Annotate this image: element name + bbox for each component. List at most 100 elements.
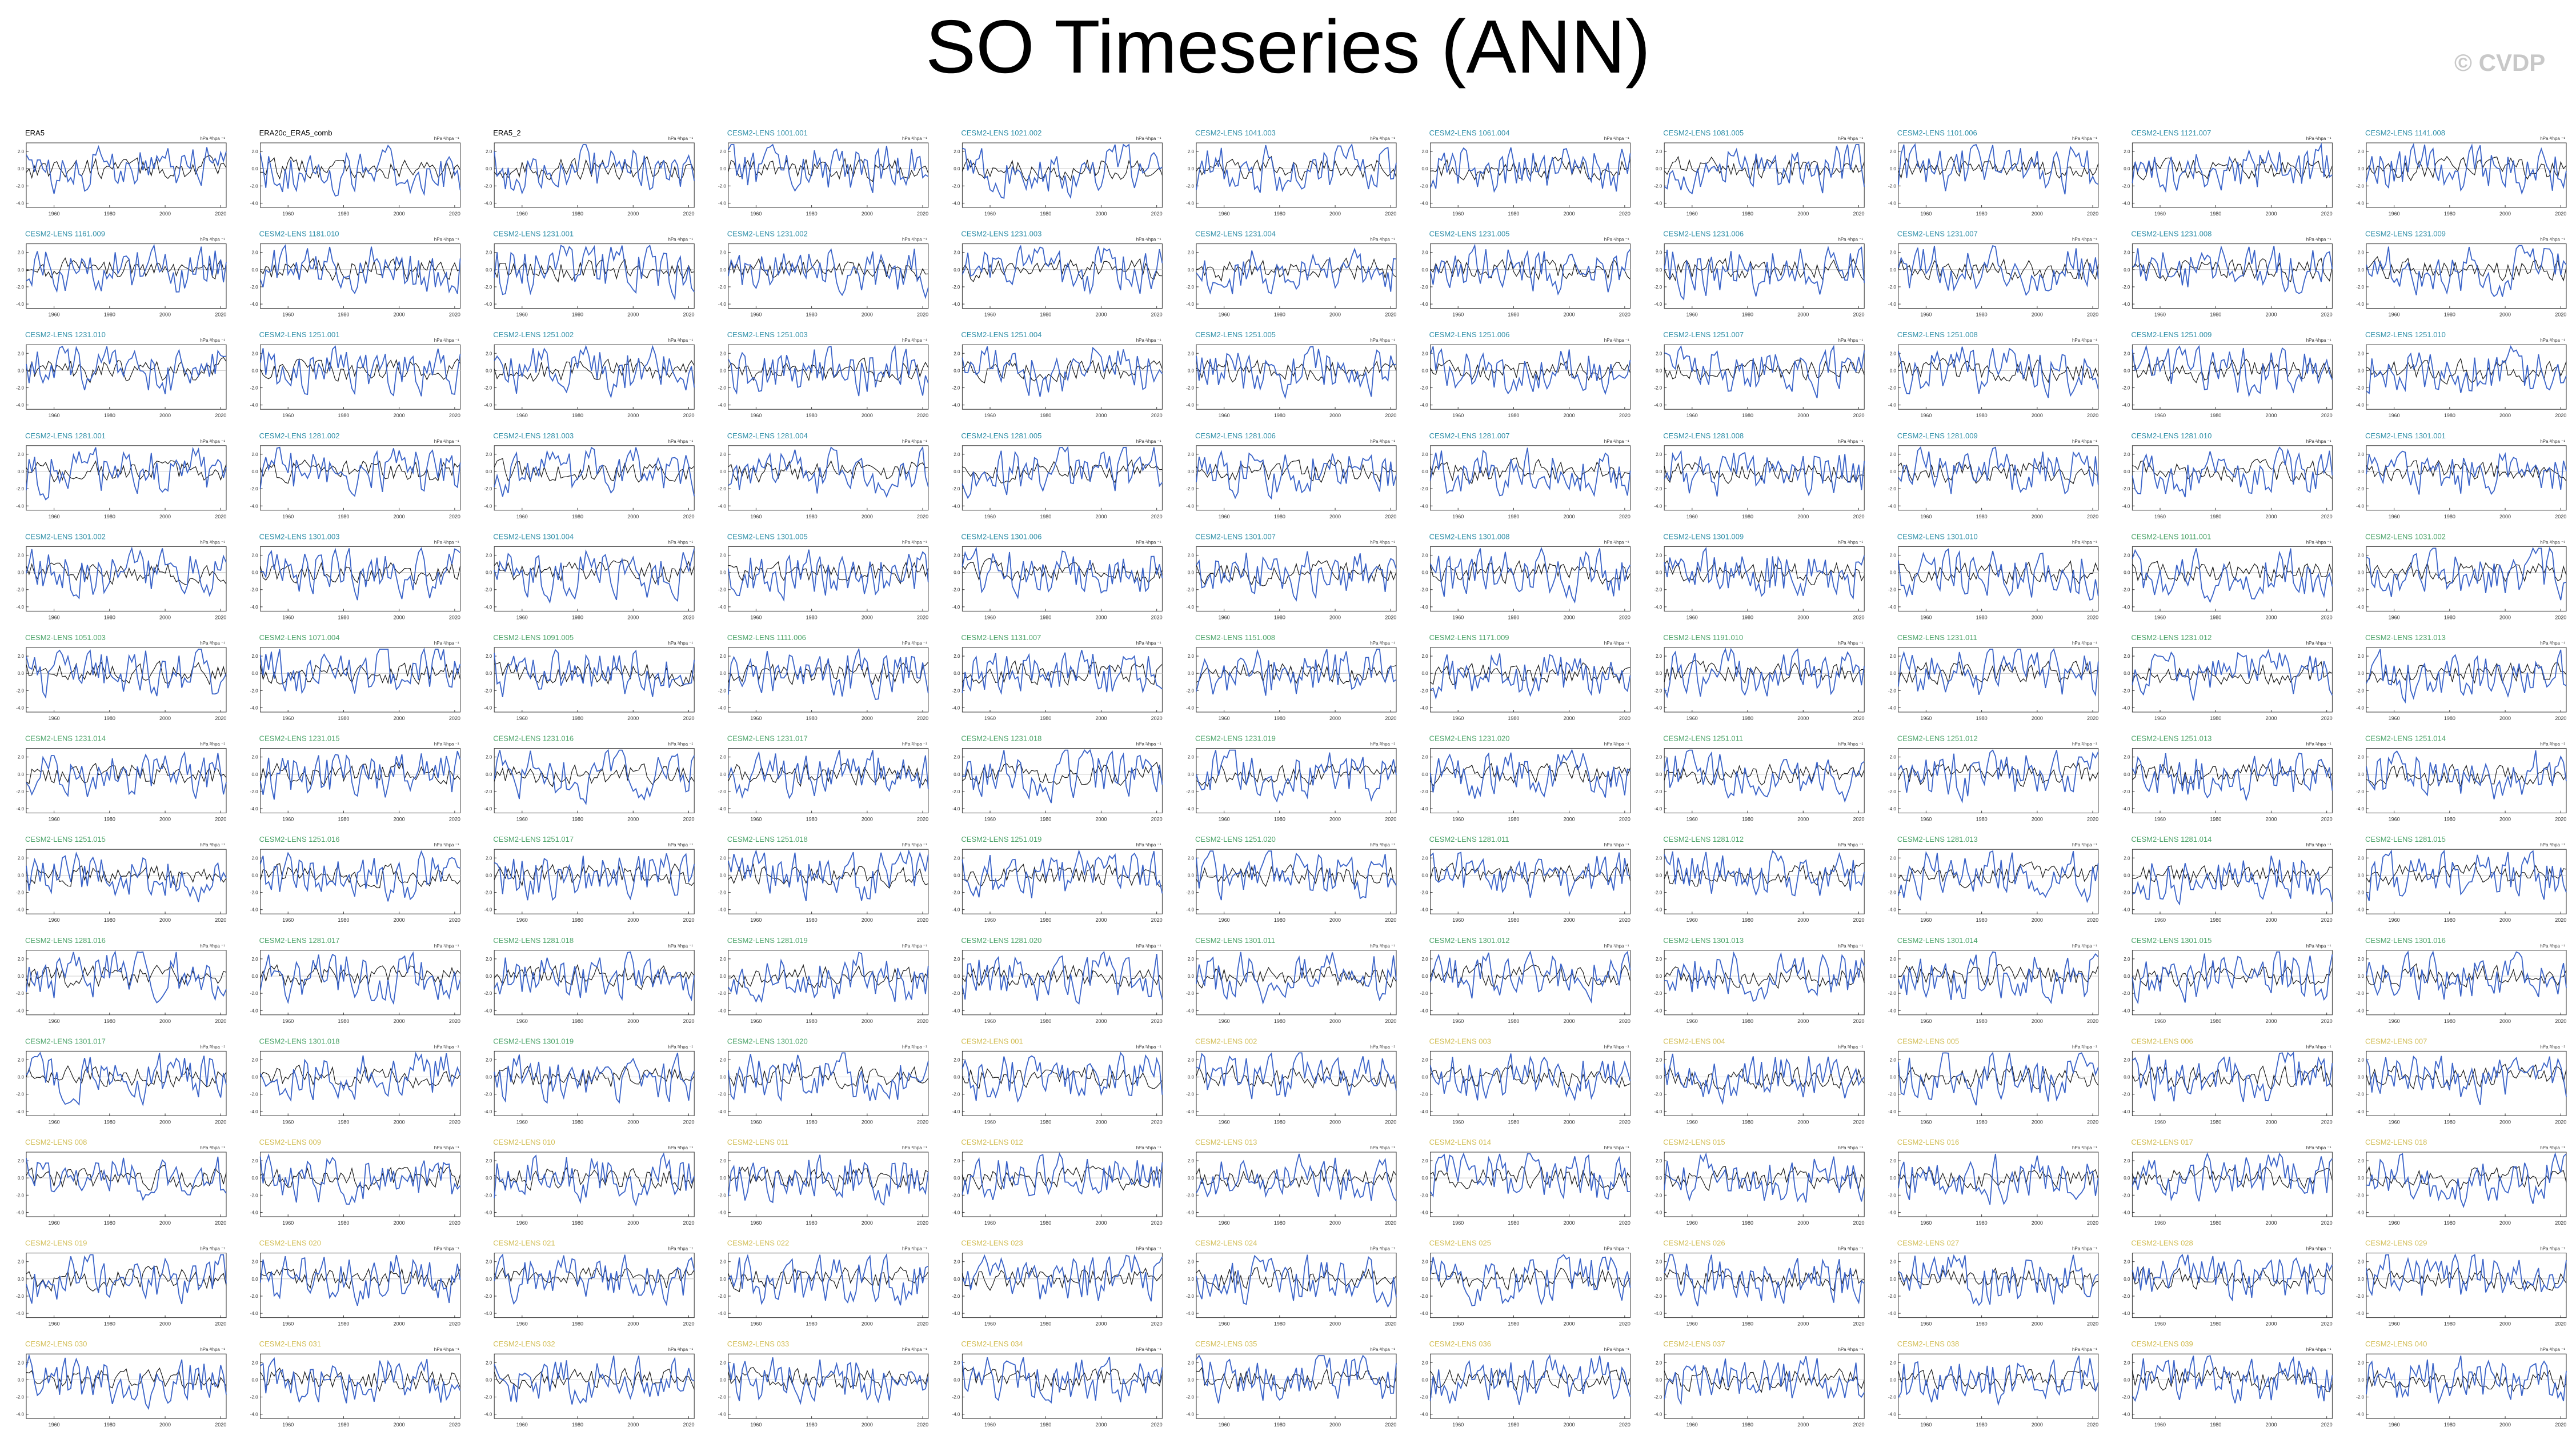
reference-series-line <box>1196 966 1397 989</box>
units-label: hPa ²/hpa ⁻¹ <box>200 136 225 141</box>
y-tick-label: -4.0 <box>1186 705 1194 710</box>
x-tick-label: 2000 <box>2265 1119 2277 1125</box>
units-label: hPa ²/hpa ⁻¹ <box>902 944 927 949</box>
x-tick-label: 1960 <box>2154 1018 2166 1024</box>
panel-label: CESM2-LENS 026 <box>1663 1239 1725 1248</box>
x-tick-label: 2020 <box>2087 1422 2098 1428</box>
panel-label: CESM2-LENS 1301.004 <box>493 532 574 541</box>
y-tick-label: 2.0 <box>954 1158 960 1164</box>
plot-frame <box>1430 142 1631 208</box>
units-label: hPa ²/hpa ⁻¹ <box>434 1347 459 1352</box>
x-tick-label: 2020 <box>215 715 226 721</box>
y-tick-label: -4.0 <box>952 1311 960 1316</box>
member-series-line <box>962 1356 1163 1404</box>
plot-frame <box>2132 546 2333 611</box>
y-tick-label: 2.0 <box>1656 351 1662 356</box>
x-tick-label: 1960 <box>2154 1422 2166 1428</box>
x-tick-label: 1960 <box>1920 715 1932 721</box>
y-tick-label: -2.0 <box>1420 587 1428 593</box>
x-tick-label: 1980 <box>1274 1220 1285 1226</box>
member-series-line <box>494 1053 695 1104</box>
y-tick-label: 2.0 <box>720 553 727 558</box>
y-tick-label: 2.0 <box>2358 452 2365 457</box>
x-tick-label: 2020 <box>215 1220 226 1226</box>
reference-series-line <box>2132 865 2333 888</box>
units-label: hPa ²/hpa ⁻¹ <box>1838 1044 1863 1049</box>
x-tick-label: 2020 <box>683 312 694 318</box>
y-tick-label: 0.0 <box>1188 1075 1195 1080</box>
y-tick-label: -4.0 <box>1186 201 1194 206</box>
x-tick-label: 1960 <box>49 413 60 418</box>
x-tick-label: 1980 <box>572 211 583 217</box>
y-tick-label: -4.0 <box>2122 605 2130 610</box>
y-tick-label: -4.0 <box>2122 403 2130 408</box>
x-tick-label: 1960 <box>49 514 60 519</box>
units-label: hPa ²/hpa ⁻¹ <box>1136 136 1161 141</box>
y-tick-label: -2.0 <box>718 991 726 996</box>
x-tick-label: 1960 <box>750 614 762 620</box>
x-tick-label: 1960 <box>1452 1018 1464 1024</box>
x-tick-label: 2000 <box>394 614 405 620</box>
member-series-line <box>728 1253 929 1306</box>
y-tick-label: 0.0 <box>1188 570 1195 575</box>
x-tick-label: 1980 <box>1274 817 1285 822</box>
member-series-line <box>259 1153 461 1205</box>
x-tick-label: 1960 <box>516 715 528 721</box>
y-tick-label: -4.0 <box>16 705 24 710</box>
units-label: hPa ²/hpa ⁻¹ <box>1604 1347 1629 1352</box>
y-tick-label: -4.0 <box>1420 1412 1428 1417</box>
y-tick-label: -4.0 <box>1420 605 1428 610</box>
units-label: hPa ²/hpa ⁻¹ <box>1838 1145 1863 1150</box>
units-label: hPa ²/hpa ⁻¹ <box>1838 1347 1863 1352</box>
y-tick-label: 2.0 <box>1421 1360 1428 1365</box>
x-tick-label: 1960 <box>1686 1119 1698 1125</box>
y-tick-label: -4.0 <box>718 1311 726 1316</box>
member-series-line <box>728 344 929 397</box>
x-tick-label: 1960 <box>49 1119 60 1125</box>
reference-series-line <box>728 1367 929 1392</box>
panel-label: CESM2-LENS 1231.012 <box>2131 633 2212 642</box>
x-tick-label: 1980 <box>1508 1321 1519 1327</box>
x-tick-label: 2020 <box>1151 1220 1163 1226</box>
plot-frame <box>1430 1050 1631 1116</box>
y-tick-label: -4.0 <box>1888 705 1896 710</box>
y-tick-label: -2.0 <box>1186 1193 1194 1198</box>
member-series-line <box>1429 243 1631 296</box>
y-tick-label: 2.0 <box>1421 1260 1428 1265</box>
panel-label: CESM2-LENS 004 <box>1663 1037 1725 1045</box>
x-tick-label: 1960 <box>984 413 996 418</box>
member-series-line <box>1429 147 1631 193</box>
x-tick-label: 1980 <box>572 1018 583 1024</box>
y-tick-label: -4.0 <box>1654 908 1662 913</box>
x-tick-label: 1960 <box>984 1018 996 1024</box>
member-series-line <box>1429 1354 1631 1405</box>
x-tick-label: 1980 <box>1274 211 1285 217</box>
y-tick-label: 2.0 <box>720 1158 727 1164</box>
reference-series-line <box>962 359 1163 383</box>
units-label: hPa ²/hpa ⁻¹ <box>2306 136 2331 141</box>
plot-frame <box>494 849 695 914</box>
y-tick-label: 2.0 <box>1421 553 1428 558</box>
y-tick-label: -2.0 <box>2122 285 2130 290</box>
units-label: hPa ²/hpa ⁻¹ <box>2306 641 2331 646</box>
reference-series-line <box>1196 1064 1397 1089</box>
x-tick-label: 2000 <box>2032 1220 2043 1226</box>
y-tick-label: 2.0 <box>251 1260 258 1265</box>
member-series-line <box>1196 450 1397 500</box>
member-series-line <box>2132 1052 2333 1102</box>
y-tick-label: -4.0 <box>250 302 258 307</box>
x-tick-label: 2020 <box>215 614 226 620</box>
y-tick-label: 2.0 <box>18 1158 25 1164</box>
plot-frame <box>2366 950 2567 1016</box>
x-tick-label: 2000 <box>862 211 873 217</box>
units-label: hPa ²/hpa ⁻¹ <box>200 439 225 444</box>
